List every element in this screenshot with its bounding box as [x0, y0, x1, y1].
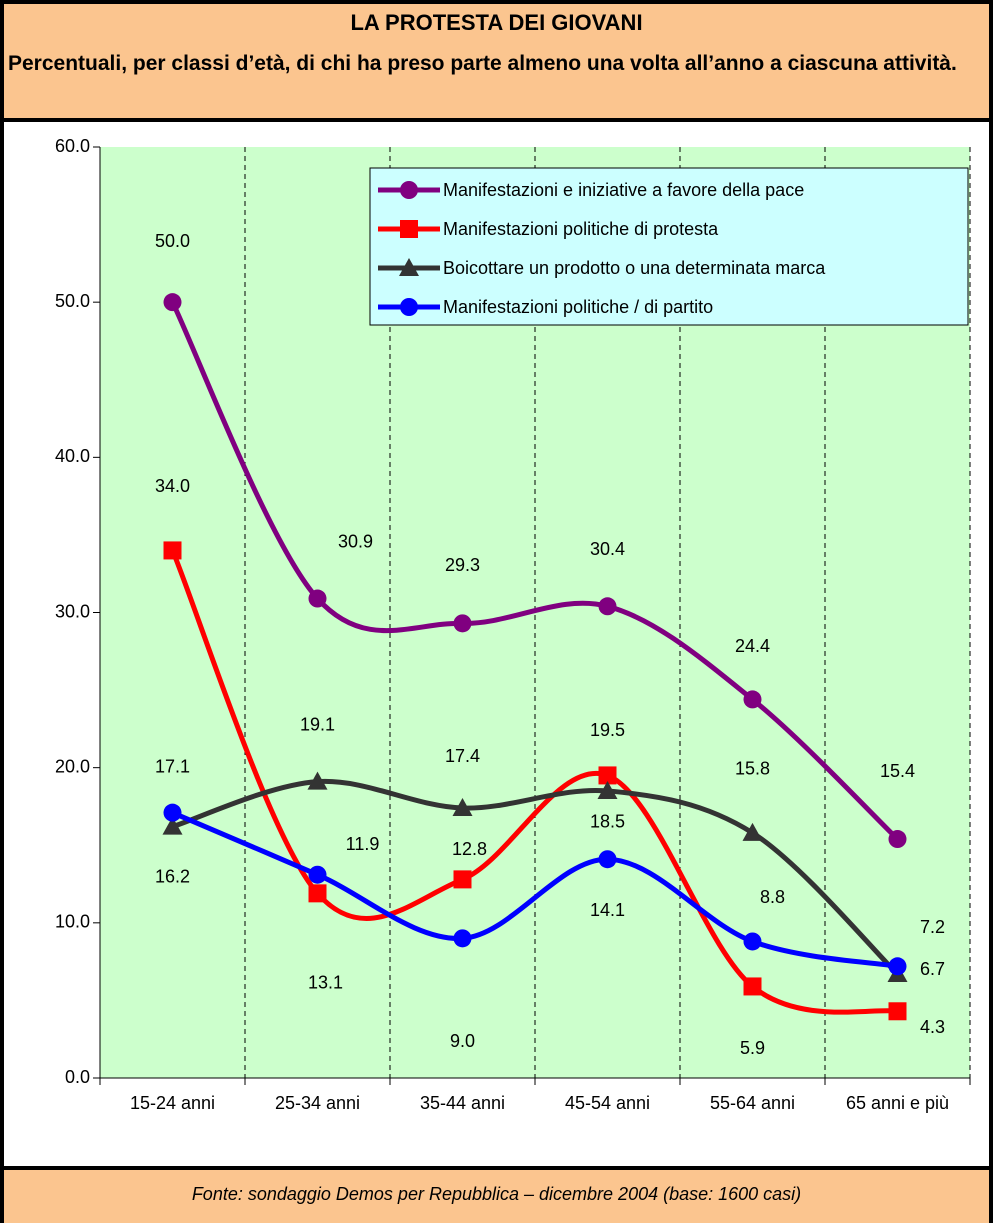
data-label: 19.5 [590, 720, 625, 740]
marker [400, 298, 418, 316]
marker [400, 181, 418, 199]
footer: Fonte: sondaggio Demos per Repubblica – … [4, 1166, 989, 1223]
marker [308, 865, 327, 884]
series-line [171, 810, 898, 969]
marker [162, 816, 183, 835]
marker [598, 766, 617, 785]
chart: 0.0 10.0 20.0 30.0 40.0 50.0 60.0 50.0 30.9 29.3 3… [55, 136, 971, 1087]
marker [598, 850, 617, 869]
data-label: 7.2 [920, 917, 945, 937]
data-label: 4.3 [920, 1017, 945, 1037]
data-label: 15.8 [735, 759, 770, 779]
data-label: 16.2 [155, 866, 190, 886]
y-tick-label: 10.0 [55, 912, 90, 932]
x-tick-label: 55-64 anni [709, 1093, 796, 1113]
y-tick-label: 60.0 [55, 136, 90, 156]
data-label: 29.3 [445, 555, 480, 575]
marker [307, 771, 328, 790]
data-label: 34.0 [155, 476, 190, 496]
marker [743, 932, 762, 951]
marker [453, 614, 472, 633]
data-label: 17.4 [445, 746, 480, 766]
legend-label: Manifestazioni politiche / di partito [443, 297, 713, 317]
chart-title: LA PROTESTA DEI GIOVANI [350, 10, 643, 35]
source-note: Fonte: sondaggio Demos per Repubblica – … [191, 1184, 802, 1204]
data-label: 13.1 [308, 972, 343, 992]
legend-box [369, 167, 969, 326]
data-label: 19.1 [300, 714, 335, 734]
data-label: 11.9 [346, 834, 380, 854]
series-line [170, 301, 900, 841]
marker [163, 803, 182, 822]
marker [399, 258, 419, 276]
marker [453, 870, 472, 889]
marker [400, 220, 418, 238]
data-label: 50.0 [155, 231, 190, 251]
y-tick-label: 0.0 [65, 1067, 90, 1087]
data-label: 9.0 [450, 1031, 475, 1051]
x-tick-label: 15-24 anni [129, 1093, 216, 1113]
x-tick-label: 65 anni e più [845, 1093, 950, 1113]
data-label: 8.8 [760, 887, 785, 907]
marker [743, 690, 762, 709]
marker [452, 798, 473, 817]
legend-label: Boicottare un prodotto o una determinata… [443, 258, 826, 278]
header: LA PROTESTA DEI GIOVANI Percentuali, per… [4, 4, 989, 122]
y-tick-label: 40.0 [55, 446, 90, 466]
series-line [171, 778, 900, 976]
y-tick-label: 30.0 [55, 601, 90, 621]
marker [888, 1002, 907, 1021]
marker [598, 597, 617, 616]
data-label: 12.8 [452, 839, 487, 859]
marker [308, 589, 327, 608]
x-tick-label: 45-54 anni [564, 1093, 651, 1113]
marker [597, 780, 618, 799]
marker [453, 929, 472, 948]
x-tick-label: 35-44 anni [419, 1093, 506, 1113]
data-label: 30.4 [590, 539, 625, 559]
data-label: 5.9 [740, 1038, 765, 1058]
data-label: 14.1 [590, 900, 625, 920]
data-label: 15.4 [880, 761, 915, 781]
data-label: 30.9 [338, 531, 373, 551]
y-tick-label: 50.0 [55, 291, 90, 311]
marker [163, 293, 182, 312]
y-tick-label: 20.0 [55, 756, 90, 776]
marker [888, 830, 907, 849]
x-tick-label: 25-34 anni [274, 1093, 361, 1113]
marker [742, 822, 763, 841]
chart-subtitle: Percentuali, per classi d’età, di chi ha… [8, 52, 957, 75]
data-label: 18.5 [590, 812, 625, 832]
marker [163, 541, 182, 560]
marker [888, 957, 907, 976]
legend-label: Manifestazioni e iniziative a favore del… [443, 180, 804, 200]
data-label: 17.1 [155, 756, 190, 776]
marker [308, 884, 327, 903]
legend-label: Manifestazioni politiche di protesta [443, 219, 719, 239]
marker [743, 977, 762, 996]
data-label: 6.7 [920, 959, 945, 979]
data-label: 24.4 [735, 636, 770, 656]
